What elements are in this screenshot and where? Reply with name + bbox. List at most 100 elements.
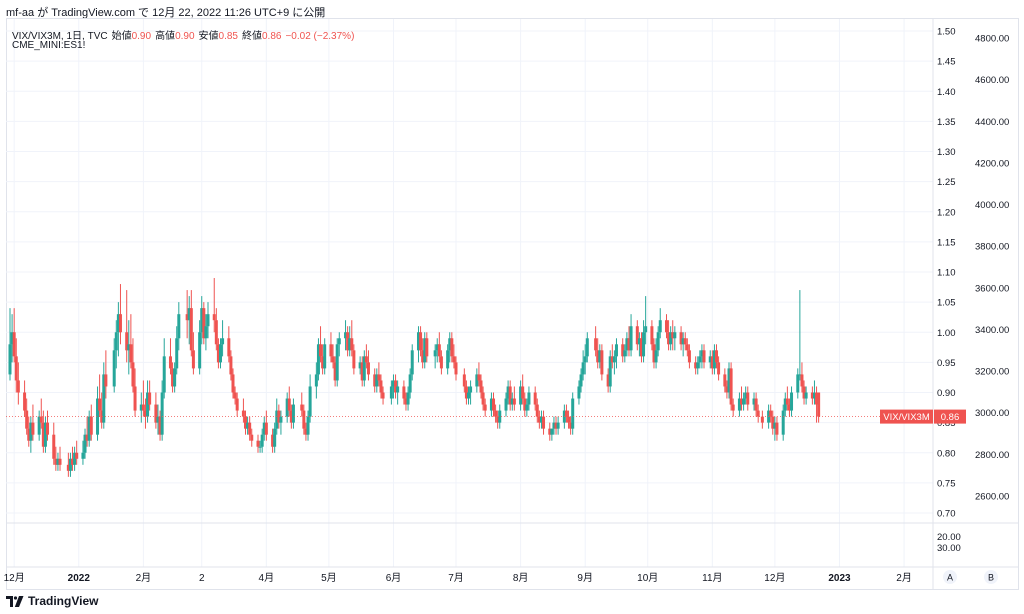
es-axis-tick-label: 4800.00 xyxy=(975,34,1009,45)
candle-body xyxy=(321,356,325,369)
chart-frame xyxy=(6,18,1019,590)
legend-high: 0.90 xyxy=(175,31,195,42)
candle-body xyxy=(27,428,31,441)
candle-body xyxy=(364,356,368,363)
candle-body xyxy=(131,362,135,387)
candle-body xyxy=(727,368,731,393)
candle-body xyxy=(771,416,775,429)
candle-body xyxy=(608,356,612,387)
secondary-symbol-legend[interactable]: CME_MINI:ES1! xyxy=(12,40,89,51)
candle-body xyxy=(696,362,700,369)
candle-body xyxy=(346,332,350,351)
candle-body xyxy=(41,422,45,447)
candle-body xyxy=(781,410,785,435)
candle-body xyxy=(12,332,16,357)
time-axis-tick-label: 10月 xyxy=(637,572,658,584)
candle-body xyxy=(433,350,437,357)
ratio-axis-tick-label: 1.35 xyxy=(937,117,956,128)
candle-body xyxy=(600,350,604,375)
candle-body xyxy=(8,344,12,375)
candle-body xyxy=(612,356,616,363)
candle-body xyxy=(725,386,729,393)
candle-body xyxy=(352,350,356,369)
candle-body xyxy=(685,344,689,351)
candle-body xyxy=(187,308,191,321)
candle-body xyxy=(16,380,20,393)
candle-body xyxy=(583,356,587,363)
candle-body xyxy=(260,434,264,447)
candle-body xyxy=(227,338,231,357)
footer-brand-text: TradingView xyxy=(28,594,99,608)
candle-body xyxy=(569,422,573,429)
candle-body xyxy=(658,320,662,333)
candle-body xyxy=(71,458,75,465)
candle-body xyxy=(333,362,337,381)
candle-body xyxy=(81,452,85,459)
candle-body xyxy=(723,374,727,387)
ratio-axis-tick-label: 1.05 xyxy=(937,298,956,309)
candle-body xyxy=(760,416,764,423)
es-axis-tick-label: 4600.00 xyxy=(975,75,1009,86)
candle-body xyxy=(54,458,58,465)
legend-secondary-symbol[interactable]: CME_MINI:ES1! xyxy=(12,40,86,51)
candle-body xyxy=(279,416,283,423)
candle-body xyxy=(337,338,341,345)
candle-body xyxy=(185,314,189,321)
legend-symbol[interactable]: VIX/VIX3M, 1日, TVC xyxy=(12,31,108,42)
candle-body xyxy=(521,386,525,399)
candle-body xyxy=(350,338,354,351)
candle-body xyxy=(554,422,558,429)
candle-body xyxy=(579,374,583,387)
candle-body xyxy=(244,416,248,429)
candle-body xyxy=(498,410,502,423)
es-axis-tick-label: 4000.00 xyxy=(975,200,1009,211)
candle-body xyxy=(287,398,291,411)
candle-body xyxy=(452,356,456,363)
candle-body xyxy=(775,422,779,435)
candle-body xyxy=(189,308,193,351)
candle-body xyxy=(127,344,131,351)
candle-body xyxy=(644,326,648,333)
candle-body xyxy=(679,332,683,345)
scale-button-label[interactable]: A xyxy=(947,573,953,583)
candle-body xyxy=(796,374,800,393)
candle-body xyxy=(273,428,277,447)
candle-body xyxy=(102,374,106,423)
candle-body xyxy=(756,410,760,417)
author-name[interactable]: mf-aa xyxy=(6,7,35,19)
candle-body xyxy=(610,356,614,363)
candle-body xyxy=(800,374,804,387)
candle-body xyxy=(523,398,527,411)
candle-body xyxy=(146,392,150,417)
candle-body xyxy=(435,344,439,351)
candle-body xyxy=(246,422,250,429)
scale-button-bg[interactable] xyxy=(984,570,998,584)
candle-body xyxy=(394,380,398,393)
candle-body xyxy=(216,344,220,363)
candle-body xyxy=(112,350,116,387)
candle-body xyxy=(366,362,370,375)
candle-body xyxy=(477,374,481,381)
candle-body xyxy=(314,374,318,387)
candle-body xyxy=(277,410,281,423)
scale-button-bg[interactable] xyxy=(943,570,957,584)
lower-pane-tick-label: 30.00 xyxy=(937,543,961,554)
candlestick-series xyxy=(8,278,821,477)
candle-body xyxy=(552,422,556,429)
es-axis-tick-label: 3800.00 xyxy=(975,242,1009,253)
scale-button-label[interactable]: B xyxy=(988,573,994,583)
candle-body xyxy=(815,392,819,405)
candle-body xyxy=(233,392,237,399)
candle-body xyxy=(162,356,166,393)
candle-body xyxy=(439,356,443,369)
candle-body xyxy=(694,362,698,369)
candle-body xyxy=(98,398,102,411)
candle-body xyxy=(335,344,339,381)
axes: 1.50 1.45 1.40 1.35 1.30 1.25 1.20 1.15 1.10 1.05… xyxy=(4,19,1019,590)
candle-body xyxy=(454,362,458,375)
legend-low-label: 安値 xyxy=(198,31,219,42)
candle-body xyxy=(462,374,466,387)
candle-body xyxy=(66,464,70,471)
candle-body xyxy=(810,392,814,399)
